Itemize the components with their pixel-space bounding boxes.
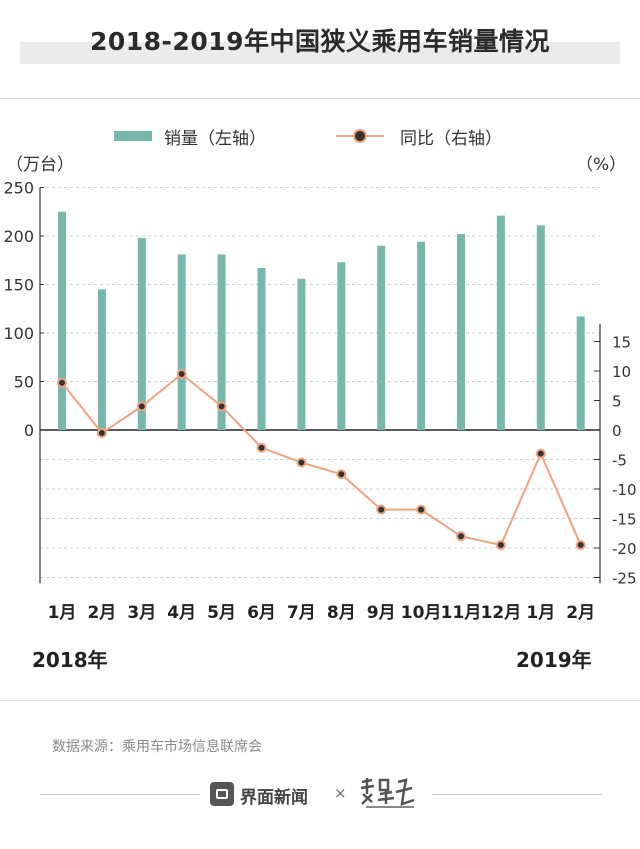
right-tick-label: 15 xyxy=(612,334,631,352)
legend-bar-swatch xyxy=(114,131,152,141)
bar xyxy=(58,211,66,430)
category-label: 9月 xyxy=(367,603,396,623)
category-label: 3月 xyxy=(127,603,156,623)
left-tick-label: 0 xyxy=(24,421,34,440)
left-tick-label: 200 xyxy=(3,227,34,246)
yoy-line xyxy=(61,372,582,547)
category-label: 1月 xyxy=(48,603,77,623)
legend-bar-label: 销量（左轴） xyxy=(164,129,266,149)
grid-layer xyxy=(39,187,601,584)
left-tick-label: 100 xyxy=(3,324,34,343)
chart-bottom-rule xyxy=(0,700,640,701)
left-tick-label: 50 xyxy=(14,373,34,392)
footer-line-right xyxy=(432,794,602,795)
right-tick-label: 10 xyxy=(612,363,631,381)
bar xyxy=(457,234,465,430)
category-label: 4月 xyxy=(167,603,196,623)
left-tick-label: 150 xyxy=(3,276,34,295)
category-label: 8月 xyxy=(327,603,356,623)
yoy-point xyxy=(535,448,546,459)
yoy-point xyxy=(575,540,586,551)
year-label-start: 2018年 xyxy=(32,648,108,672)
right-tick-label: -10 xyxy=(612,481,637,499)
yoy-point xyxy=(296,457,307,468)
right-tick-label: -20 xyxy=(612,540,637,558)
year-label-end: 2019年 xyxy=(516,648,592,672)
right-tick-label: 0 xyxy=(612,422,622,440)
legend-line-dot xyxy=(355,131,365,141)
right-tick-label: -25 xyxy=(612,570,637,588)
bar xyxy=(536,225,545,430)
left-tick-label: 250 xyxy=(3,179,34,198)
bar xyxy=(417,241,426,430)
yoy-point xyxy=(136,401,147,412)
bar xyxy=(257,268,266,430)
brand-separator: × xyxy=(334,784,347,802)
legend-line-label: 同比（右轴） xyxy=(400,129,502,149)
category-label: 12月 xyxy=(481,603,522,623)
right-tick-label: 5 xyxy=(612,393,622,411)
title-band xyxy=(20,42,620,64)
bar xyxy=(576,316,585,430)
left-axis-unit: （万台） xyxy=(6,155,74,175)
header-rule xyxy=(0,98,640,99)
right-tick-label: -15 xyxy=(612,511,637,529)
category-label: 2月 xyxy=(87,603,116,623)
brand-name: 界面新闻 xyxy=(240,788,308,808)
yoy-point xyxy=(376,504,387,515)
bar xyxy=(496,215,505,430)
category-label: 10月 xyxy=(401,603,442,623)
legend: 销量（左轴） 同比（右轴） xyxy=(0,124,640,150)
right-axis-unit: （%） xyxy=(576,155,627,175)
bar xyxy=(337,262,346,430)
category-label: 11月 xyxy=(441,603,482,623)
line-layer xyxy=(57,368,586,551)
bar-layer xyxy=(58,211,585,430)
bar xyxy=(177,254,186,430)
dataweek-logo-icon xyxy=(360,778,415,808)
source-note: 数据来源：乘用车市场信息联席会 xyxy=(52,739,262,755)
yoy-point xyxy=(456,531,466,542)
page-title: 2018-2019年中国狭义乘用车销量情况 xyxy=(89,27,551,56)
category-label: 2月 xyxy=(566,603,595,623)
bar xyxy=(297,278,306,430)
yoy-point xyxy=(416,504,427,515)
footer-line-left xyxy=(40,794,200,795)
category-label: 7月 xyxy=(287,603,316,623)
yoy-point xyxy=(256,442,267,453)
category-label: 1月 xyxy=(526,603,555,623)
jiemian-logo-icon xyxy=(210,782,234,806)
category-label: 6月 xyxy=(247,603,276,623)
bar xyxy=(97,289,106,430)
right-tick-label: -5 xyxy=(612,452,627,470)
bar xyxy=(217,254,226,430)
yoy-point xyxy=(216,401,227,412)
yoy-point xyxy=(96,427,107,438)
yoy-point xyxy=(336,469,347,480)
bar xyxy=(137,237,146,430)
bar xyxy=(377,245,386,430)
yoy-point xyxy=(495,540,506,551)
yoy-point xyxy=(57,377,67,388)
yoy-point xyxy=(176,368,187,379)
category-label: 5月 xyxy=(207,603,236,623)
